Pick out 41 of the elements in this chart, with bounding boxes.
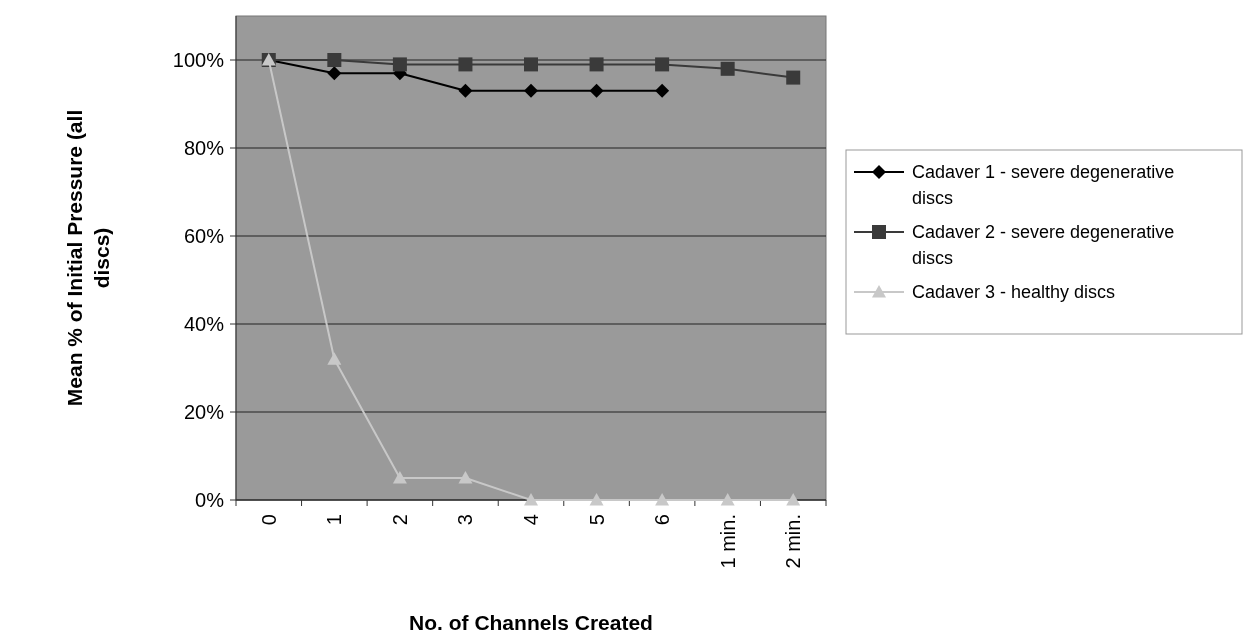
x-tick-label: 2 min.: [782, 514, 805, 569]
point: [458, 57, 473, 72]
point: [524, 83, 538, 98]
point: [720, 61, 735, 76]
x-tick-label: 5: [585, 514, 608, 526]
point: [524, 57, 538, 72]
x-tick-label: 6: [651, 514, 674, 526]
y-tick-label: 60%: [183, 225, 225, 247]
point: [458, 471, 473, 484]
y-tick-label: 20%: [183, 401, 225, 423]
point: [589, 83, 604, 98]
point: [392, 471, 407, 484]
point: [327, 352, 342, 365]
x-axis-title: No. of Channels Created: [409, 611, 653, 634]
x-tick-label: 1: [323, 514, 346, 526]
point: [458, 83, 473, 98]
y-tick-label: 40%: [183, 313, 225, 335]
y-tick-label: 0%: [195, 489, 225, 511]
y-axis-title: Mean % of Initial Pressure (all discs): [62, 109, 114, 407]
y-tick-label: 80%: [183, 137, 225, 159]
legend-label: Cadaver 3 - healthy discs: [912, 282, 1116, 302]
point: [786, 70, 801, 85]
point: [786, 493, 801, 506]
x-tick-label: 2: [388, 514, 411, 526]
x-tick-label: 3: [454, 514, 477, 526]
point: [655, 57, 670, 72]
legend-label: Cadaver 2 - severe degenerative discs: [912, 222, 1175, 268]
point: [327, 53, 342, 67]
x-tick-label: 1 min.: [716, 514, 739, 569]
point: [655, 493, 670, 506]
point: [589, 57, 604, 72]
point: [655, 83, 670, 98]
legend-label: Cadaver 1 - severe degenerative discs: [912, 162, 1175, 208]
y-tick-label: 100%: [172, 49, 225, 71]
point: [524, 493, 538, 506]
point: [589, 493, 604, 506]
x-tick-label: 4: [520, 514, 542, 526]
point: [392, 57, 407, 72]
point: [720, 493, 735, 506]
x-tick-label: 0: [257, 514, 280, 526]
point: [327, 66, 342, 81]
